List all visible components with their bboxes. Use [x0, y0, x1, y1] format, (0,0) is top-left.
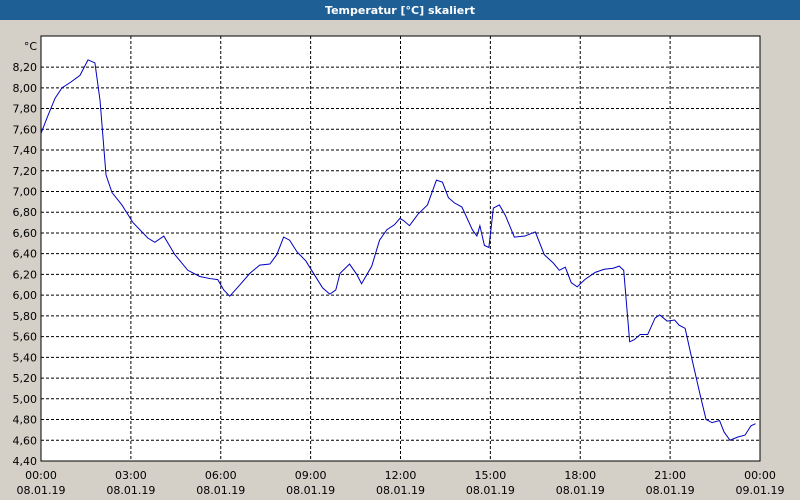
x-tick-date: 08.01.19: [466, 484, 515, 497]
y-tick-label: 7,00: [13, 185, 38, 198]
x-tick-label: 21:00: [654, 469, 686, 482]
x-tick-label: 00:00: [744, 469, 776, 482]
x-tick-label: 09:00: [295, 469, 327, 482]
y-tick-label: 6,60: [13, 227, 38, 240]
chart-title: Temperatur [°C] skaliert: [325, 4, 475, 17]
y-tick-label: 7,40: [13, 144, 38, 157]
x-tick-date: 08.01.19: [646, 484, 695, 497]
x-tick-date: 08.01.19: [17, 484, 66, 497]
y-tick-label: 7,20: [13, 165, 38, 178]
x-tick-label: 06:00: [205, 469, 237, 482]
x-tick-date: 08.01.19: [286, 484, 335, 497]
y-tick-label: 4,80: [13, 414, 38, 427]
y-tick-label: 7,80: [13, 103, 38, 116]
x-tick-label: 15:00: [475, 469, 507, 482]
y-tick-label: 5,60: [13, 331, 38, 344]
y-tick-label: 5,00: [13, 393, 38, 406]
x-tick-date: 08.01.19: [106, 484, 155, 497]
y-tick-label: 6,20: [13, 268, 38, 281]
x-tick-date: 08.01.19: [376, 484, 425, 497]
y-tick-label: 4,40: [13, 455, 38, 468]
x-tick-date: 09.01.19: [736, 484, 785, 497]
y-tick-label: 6,40: [13, 248, 38, 261]
y-tick-label: 4,60: [13, 434, 38, 447]
y-tick-label: 5,20: [13, 372, 38, 385]
x-tick-label: 18:00: [564, 469, 596, 482]
x-tick-label: 12:00: [385, 469, 417, 482]
y-tick-label: 6,00: [13, 289, 38, 302]
line-series: [40, 59, 756, 441]
y-tick-label: 8,00: [13, 82, 38, 95]
title-bar: [0, 0, 800, 20]
y-tick-label: 5,80: [13, 310, 38, 323]
x-tick-date: 08.01.19: [196, 484, 245, 497]
x-tick-label: 03:00: [115, 469, 147, 482]
y-tick-label: 5,40: [13, 351, 38, 364]
x-tick-date: 08.01.19: [556, 484, 605, 497]
x-tick-label: 00:00: [25, 469, 57, 482]
y-axis-label: °C: [24, 40, 38, 53]
y-tick-label: 7,60: [13, 123, 38, 136]
y-tick-label: 6,80: [13, 206, 38, 219]
y-tick-label: 8,20: [13, 61, 38, 74]
